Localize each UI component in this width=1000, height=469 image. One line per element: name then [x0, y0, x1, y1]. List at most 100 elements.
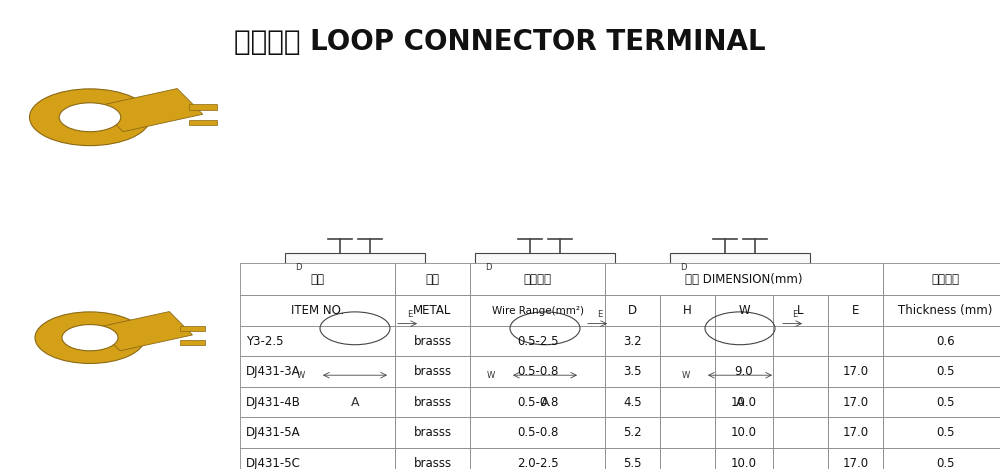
Circle shape	[29, 89, 150, 146]
Text: A: A	[541, 396, 549, 409]
Bar	[97, 311, 193, 351]
Text: 3.5: 3.5	[623, 365, 642, 378]
Text: brasss: brasss	[413, 396, 452, 408]
Bar	[605, 356, 660, 387]
Bar	[883, 356, 1000, 387]
Text: W: W	[738, 304, 750, 317]
Bar	[883, 448, 1000, 469]
Text: W: W	[487, 371, 495, 380]
Text: 17.0: 17.0	[842, 426, 869, 439]
Text: 0.5-2.5: 0.5-2.5	[517, 335, 558, 348]
Bar	[828, 326, 883, 356]
Bar	[828, 356, 883, 387]
Bar	[395, 417, 470, 448]
Text: Thickness (mm): Thickness (mm)	[898, 304, 993, 317]
Bar	[180, 326, 205, 331]
Bar	[605, 417, 660, 448]
Text: L: L	[797, 304, 804, 317]
Bar	[883, 387, 1000, 417]
Bar	[715, 448, 773, 469]
Bar	[773, 448, 828, 469]
Bar	[773, 387, 828, 417]
Bar	[240, 417, 395, 448]
Text: 材料厚度: 材料厚度	[932, 272, 960, 286]
Text: 17.0: 17.0	[842, 457, 869, 469]
Text: 9.0: 9.0	[735, 365, 753, 378]
Text: 材质: 材质	[426, 272, 440, 286]
Bar	[470, 448, 605, 469]
Bar	[660, 448, 715, 469]
Bar	[395, 356, 470, 387]
Bar	[605, 326, 660, 356]
Bar	[605, 295, 660, 326]
Bar	[828, 417, 883, 448]
Bar	[189, 105, 216, 110]
Text: DJ431-5C: DJ431-5C	[246, 457, 301, 469]
Bar	[828, 448, 883, 469]
Text: DJ431-4B: DJ431-4B	[246, 396, 301, 408]
Text: A: A	[351, 396, 359, 409]
Text: 型号: 型号	[310, 272, 324, 286]
Bar	[773, 326, 828, 356]
Bar	[285, 253, 425, 385]
Text: 0.5-0.8: 0.5-0.8	[517, 365, 558, 378]
Bar	[660, 295, 715, 326]
Bar	[395, 326, 470, 356]
Text: 适用电线: 适用电线	[524, 272, 552, 286]
Bar	[470, 326, 605, 356]
Text: 0.5-0.8: 0.5-0.8	[517, 396, 558, 408]
Bar	[605, 387, 660, 417]
Bar	[883, 295, 1000, 326]
Bar	[395, 295, 470, 326]
Text: ITEM NO.: ITEM NO.	[291, 304, 344, 317]
Text: W: W	[682, 371, 690, 380]
Bar	[660, 417, 715, 448]
Bar	[605, 448, 660, 469]
Text: 0.6: 0.6	[936, 335, 955, 348]
Bar	[828, 295, 883, 326]
Bar	[470, 356, 605, 387]
Text: D: D	[485, 263, 492, 272]
Bar	[240, 448, 395, 469]
Circle shape	[59, 103, 121, 132]
Bar	[715, 387, 773, 417]
Text: brasss: brasss	[413, 335, 452, 348]
Bar	[395, 263, 470, 295]
Text: E: E	[792, 310, 798, 319]
Circle shape	[35, 312, 145, 363]
Text: D: D	[680, 263, 686, 272]
Bar	[470, 387, 605, 417]
Text: DJ431-5A: DJ431-5A	[246, 426, 301, 439]
Bar	[475, 253, 615, 385]
Bar	[470, 295, 605, 326]
Text: E: E	[597, 310, 603, 319]
Bar	[660, 326, 715, 356]
Bar	[773, 417, 828, 448]
Text: 0.5: 0.5	[936, 365, 955, 378]
Bar	[828, 387, 883, 417]
Circle shape	[62, 325, 118, 351]
Bar	[470, 263, 605, 295]
Text: 5.2: 5.2	[623, 426, 642, 439]
Bar	[240, 263, 395, 295]
Bar	[189, 120, 216, 125]
Bar	[773, 295, 828, 326]
Text: brasss: brasss	[413, 365, 452, 378]
Text: METAL: METAL	[413, 304, 452, 317]
Bar	[605, 263, 883, 295]
Text: 孔式系列 LOOP CONNECTOR TERMINAL: 孔式系列 LOOP CONNECTOR TERMINAL	[234, 28, 766, 56]
Text: E: E	[852, 304, 859, 317]
Text: 0.5: 0.5	[936, 457, 955, 469]
Text: A: A	[736, 396, 744, 409]
Bar	[660, 356, 715, 387]
Text: W: W	[297, 371, 305, 380]
Text: D: D	[628, 304, 637, 317]
Bar	[883, 326, 1000, 356]
Text: DJ431-3A: DJ431-3A	[246, 365, 301, 378]
Bar	[660, 387, 715, 417]
Text: 0.5-0.8: 0.5-0.8	[517, 426, 558, 439]
Text: 2.0-2.5: 2.0-2.5	[517, 457, 558, 469]
Bar	[715, 356, 773, 387]
Bar	[395, 448, 470, 469]
Bar	[240, 295, 395, 326]
